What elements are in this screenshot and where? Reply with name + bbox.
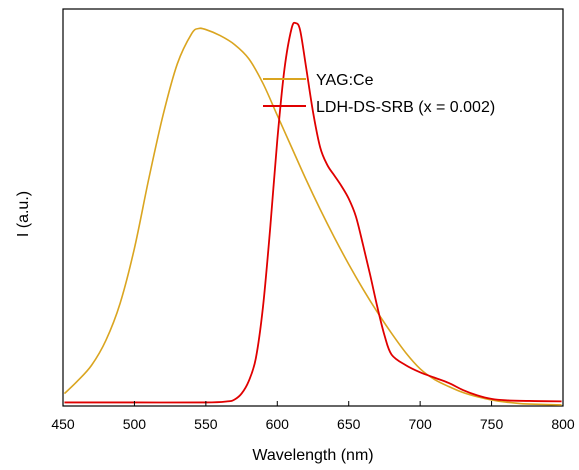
series-layer: [63, 21, 562, 406]
x-axis-label: Wavelength (nm): [252, 447, 373, 464]
x-axis: 450 500 550 600 650 700 750 800: [51, 401, 575, 432]
legend: YAG:Ce LDH-DS-SRB (x = 0.002): [263, 72, 495, 116]
x-tick-label: 550: [194, 416, 218, 432]
x-tick-label: 500: [123, 416, 147, 432]
plot-frame: [62, 8, 564, 407]
x-tick-label: 450: [51, 416, 75, 432]
series-line-ldh-ds-srb: [64, 21, 562, 404]
y-axis-label: I (a.u.): [15, 191, 32, 237]
legend-label-yag-ce: YAG:Ce: [316, 72, 374, 89]
series-line-yag-ce: [63, 27, 562, 406]
x-tick-label: 750: [480, 416, 504, 432]
x-tick-label: 800: [551, 416, 575, 432]
legend-label-ldh-ds-srb: LDH-DS-SRB (x = 0.002): [316, 99, 495, 116]
x-tick-label: 700: [408, 416, 432, 432]
x-tick-label: 600: [266, 416, 290, 432]
x-tick-label: 650: [337, 416, 361, 432]
